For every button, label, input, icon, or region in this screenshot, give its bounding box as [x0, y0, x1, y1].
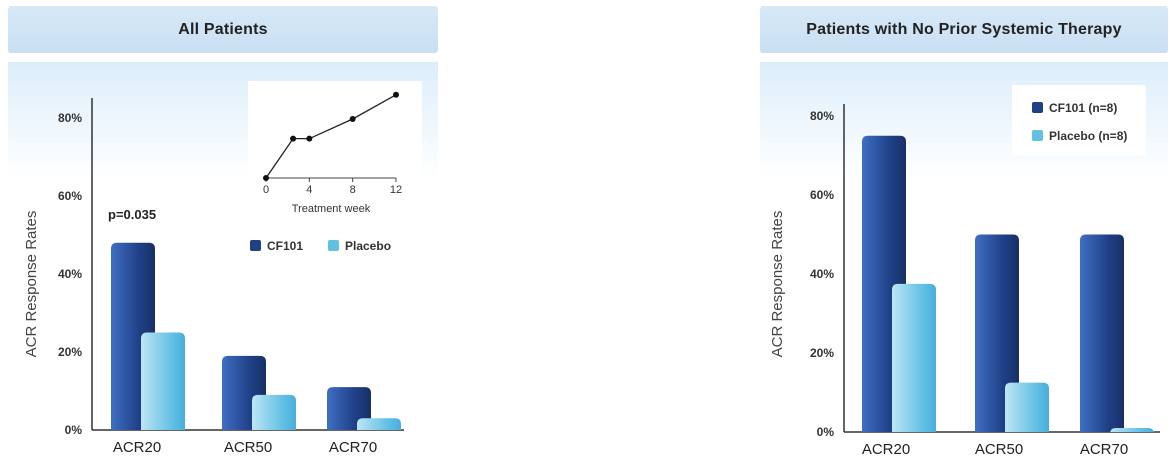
y-tick-label: 20% [810, 346, 834, 360]
inset-point [263, 175, 269, 181]
y-tick-label: 60% [810, 188, 834, 202]
bar-placebo [141, 332, 185, 430]
y-tick-label: 40% [810, 267, 834, 281]
inset-x-tick-label: 0 [263, 184, 269, 196]
y-tick-label: 80% [58, 111, 82, 125]
p-value-annotation: p=0.035 [108, 207, 156, 222]
y-axis-label: ACR Response Rates [23, 211, 40, 358]
y-tick-label: 60% [58, 189, 82, 203]
legend-label: CF101 (n=8) [1049, 101, 1117, 115]
panel-title: Patients with No Prior Systemic Therapy [760, 6, 1168, 53]
bar-placebo [252, 394, 296, 430]
panel-title: All Patients [8, 6, 438, 53]
bar-placebo [357, 418, 401, 430]
bar-cf101 [975, 234, 1019, 432]
bar-placebo [1110, 428, 1154, 435]
bar-cf101 [1080, 234, 1124, 432]
y-tick-label: 80% [810, 109, 834, 123]
legend-swatch-placebo [328, 240, 339, 251]
chart-all-patients: 0% 20% 40% 60% 80% ACR Response Rates ACR20 ACR… [23, 81, 422, 456]
bar-placebo [1005, 382, 1049, 432]
legend-swatch-cf101 [1032, 102, 1043, 113]
inset-point [306, 135, 313, 142]
legend-swatch-cf101 [250, 240, 261, 251]
y-tick-label: 20% [58, 345, 82, 359]
x-tick-label: ACR20 [862, 441, 910, 457]
chart-panel-no-prior-therapy: Patients with No Prior Systemic Therapy … [760, 6, 1168, 457]
inset-point [290, 135, 297, 142]
y-tick-label: 0% [65, 423, 83, 437]
x-tick-label: ACR70 [1080, 441, 1128, 457]
chart-panel-all-patients: All Patients 0% 20% 40% 60% 80% ACR Response … [8, 6, 438, 456]
inset-background [248, 81, 422, 233]
chart-no-prior-therapy: 0% 20% 40% 60% 80% ACR Response Rates ACR20 ACR… [769, 85, 1160, 457]
x-tick-label: ACR50 [224, 439, 272, 456]
legend-box [1012, 85, 1146, 155]
inset-x-tick-label: 4 [306, 184, 312, 196]
inset-point [393, 91, 399, 98]
legend-label: Placebo (n=8) [1049, 129, 1127, 143]
inset-point [349, 115, 356, 122]
inset-x-tick-label: 12 [390, 184, 402, 196]
legend-swatch-placebo [1032, 130, 1043, 141]
bar-placebo [892, 283, 936, 432]
y-tick-label: 0% [817, 425, 835, 439]
y-axis-label: ACR Response Rates [769, 211, 786, 358]
inset-x-axis-label: Treatment week [292, 203, 371, 215]
y-tick-label: 40% [58, 267, 82, 281]
x-tick-label: ACR70 [329, 439, 377, 456]
x-tick-label: ACR50 [975, 441, 1023, 457]
legend-label: CF101 [267, 239, 303, 253]
inset-x-tick-label: 8 [350, 184, 356, 196]
legend-label: Placebo [345, 239, 391, 253]
x-tick-label: ACR20 [113, 439, 161, 456]
